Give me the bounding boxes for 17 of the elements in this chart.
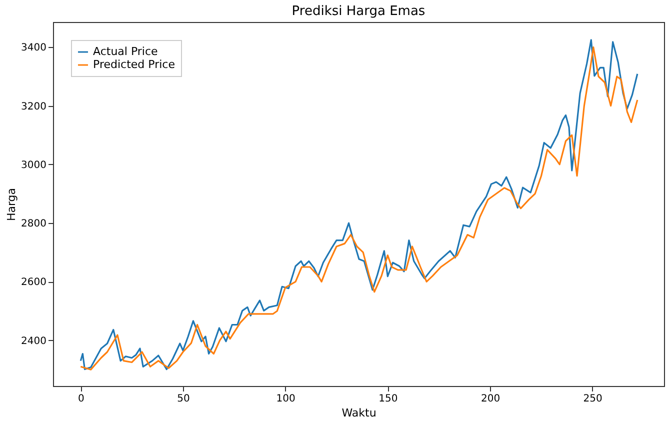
y-tick-label: 3200 <box>21 101 46 112</box>
y-tick-label: 2800 <box>21 218 46 230</box>
y-tick-label: 3400 <box>21 42 46 54</box>
x-tick-label: 200 <box>480 394 500 404</box>
legend-label: Actual Price <box>93 45 158 58</box>
x-axis-title: Waktu <box>342 406 376 420</box>
x-tick-label: 50 <box>177 394 190 404</box>
x-tick-label: 150 <box>378 394 398 404</box>
y-tick-label: 3000 <box>21 160 46 171</box>
x-tick-label: 100 <box>276 394 296 404</box>
chart-title: Prediksi Harga Emas <box>292 4 426 19</box>
y-tick-label: 2400 <box>21 336 46 347</box>
y-axis-title: Harga <box>5 188 18 222</box>
legend-label: Predicted Price <box>93 58 176 71</box>
x-tick-label: 0 <box>78 394 84 404</box>
x-tick-label: 250 <box>583 394 602 404</box>
y-tick-label: 2600 <box>21 277 46 288</box>
